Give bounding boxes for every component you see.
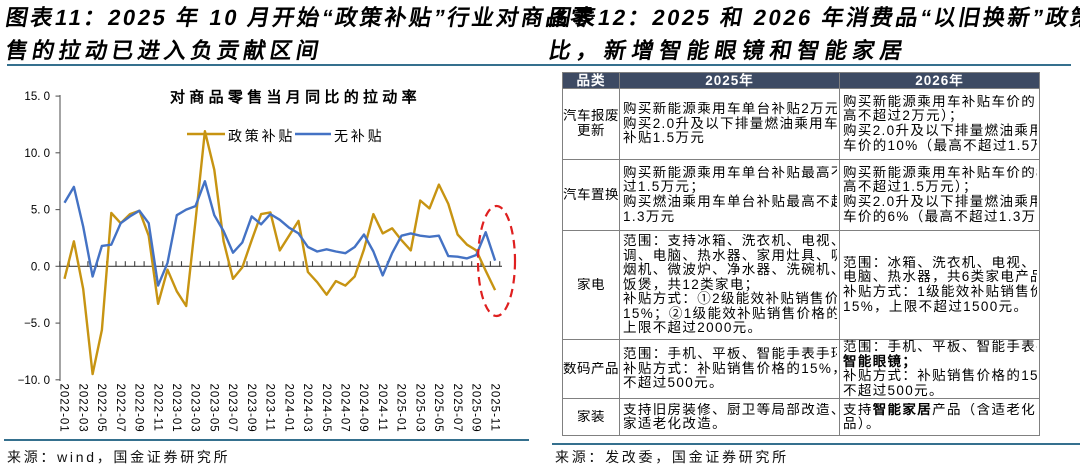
svg-text:2025-03: 2025-03 [413,384,425,433]
svg-text:2023-03: 2023-03 [189,384,201,433]
svg-text:2022-07: 2022-07 [114,384,126,433]
svg-text:−10. 0: −10. 0 [18,375,50,387]
svg-text:2025-09: 2025-09 [470,384,482,433]
svg-text:5. 0: 5. 0 [31,205,50,217]
svg-text:2023-09: 2023-09 [245,384,257,433]
svg-text:0. 0: 0. 0 [31,261,50,273]
svg-text:2022-01: 2022-01 [58,384,70,433]
svg-text:2023-07: 2023-07 [226,384,238,433]
svg-text:2024-01: 2024-01 [282,384,294,433]
svg-text:15. 0: 15. 0 [24,91,50,103]
svg-text:2024-11: 2024-11 [376,384,388,432]
svg-text:2025-11: 2025-11 [488,384,500,432]
svg-text:2023-11: 2023-11 [264,384,276,432]
svg-text:−5. 0: −5. 0 [24,318,50,330]
svg-text:2024-07: 2024-07 [339,384,351,433]
svg-text:2022-09: 2022-09 [133,384,145,433]
svg-text:2024-03: 2024-03 [301,384,313,433]
svg-text:2025-01: 2025-01 [395,384,407,433]
svg-text:2024-09: 2024-09 [357,384,369,433]
svg-text:2022-11: 2022-11 [151,384,163,432]
svg-text:2023-01: 2023-01 [170,384,182,433]
svg-text:2025-05: 2025-05 [432,384,444,433]
svg-text:2025-07: 2025-07 [451,384,463,433]
svg-text:2022-05: 2022-05 [95,384,107,433]
svg-text:2024-05: 2024-05 [320,384,332,433]
svg-text:2022-03: 2022-03 [76,384,88,433]
svg-text:2023-05: 2023-05 [208,384,220,433]
svg-text:10. 0: 10. 0 [24,148,50,160]
